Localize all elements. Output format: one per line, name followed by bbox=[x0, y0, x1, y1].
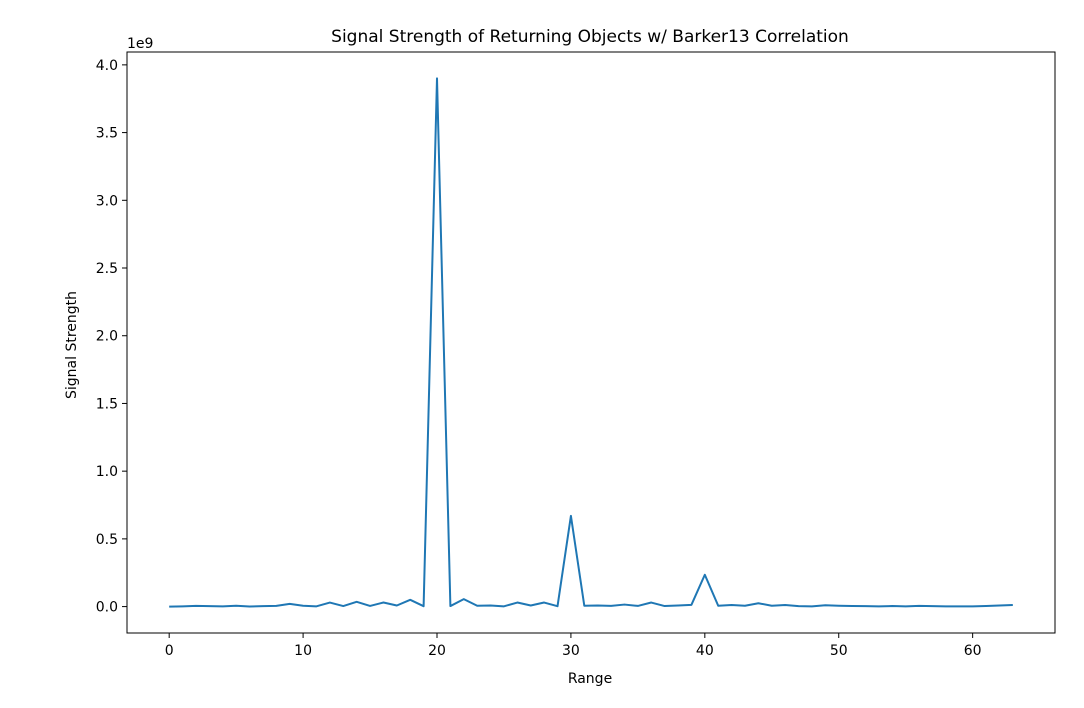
y-tick-label: 2.0 bbox=[96, 329, 118, 345]
x-tick-label: 50 bbox=[830, 643, 848, 659]
y-multiplier-label: 1e9 bbox=[127, 36, 153, 52]
x-tick-label: 10 bbox=[294, 643, 312, 659]
y-tick-label: 1.5 bbox=[96, 396, 118, 412]
x-tick-label: 20 bbox=[428, 643, 446, 659]
x-tick-label: 0 bbox=[165, 643, 174, 659]
x-axis-label: Range bbox=[568, 671, 612, 687]
y-tick-label: 4.0 bbox=[96, 58, 118, 74]
y-tick-label: 3.0 bbox=[96, 193, 118, 209]
y-tick-label: 2.5 bbox=[96, 261, 118, 277]
x-tick-label: 60 bbox=[964, 643, 982, 659]
y-tick-label: 0.0 bbox=[96, 600, 118, 616]
y-tick-label: 0.5 bbox=[96, 532, 118, 548]
y-axis-ticks: 0.0 0.5 1.0 1.5 2.0 2.5 3.0 3.5 4.0 bbox=[96, 58, 127, 616]
x-tick-label: 30 bbox=[562, 643, 580, 659]
x-axis-ticks: 0 10 20 30 40 50 60 bbox=[165, 633, 982, 659]
chart-title: Signal Strength of Returning Objects w/ … bbox=[331, 27, 849, 47]
y-tick-label: 1.0 bbox=[96, 464, 118, 480]
plot-frame bbox=[126, 51, 1056, 634]
x-tick-label: 40 bbox=[696, 643, 714, 659]
y-tick-label: 3.5 bbox=[96, 126, 118, 142]
y-axis-label: Signal Strength bbox=[64, 291, 80, 399]
series-line bbox=[169, 77, 1013, 608]
plot-series-layer bbox=[169, 77, 1013, 608]
